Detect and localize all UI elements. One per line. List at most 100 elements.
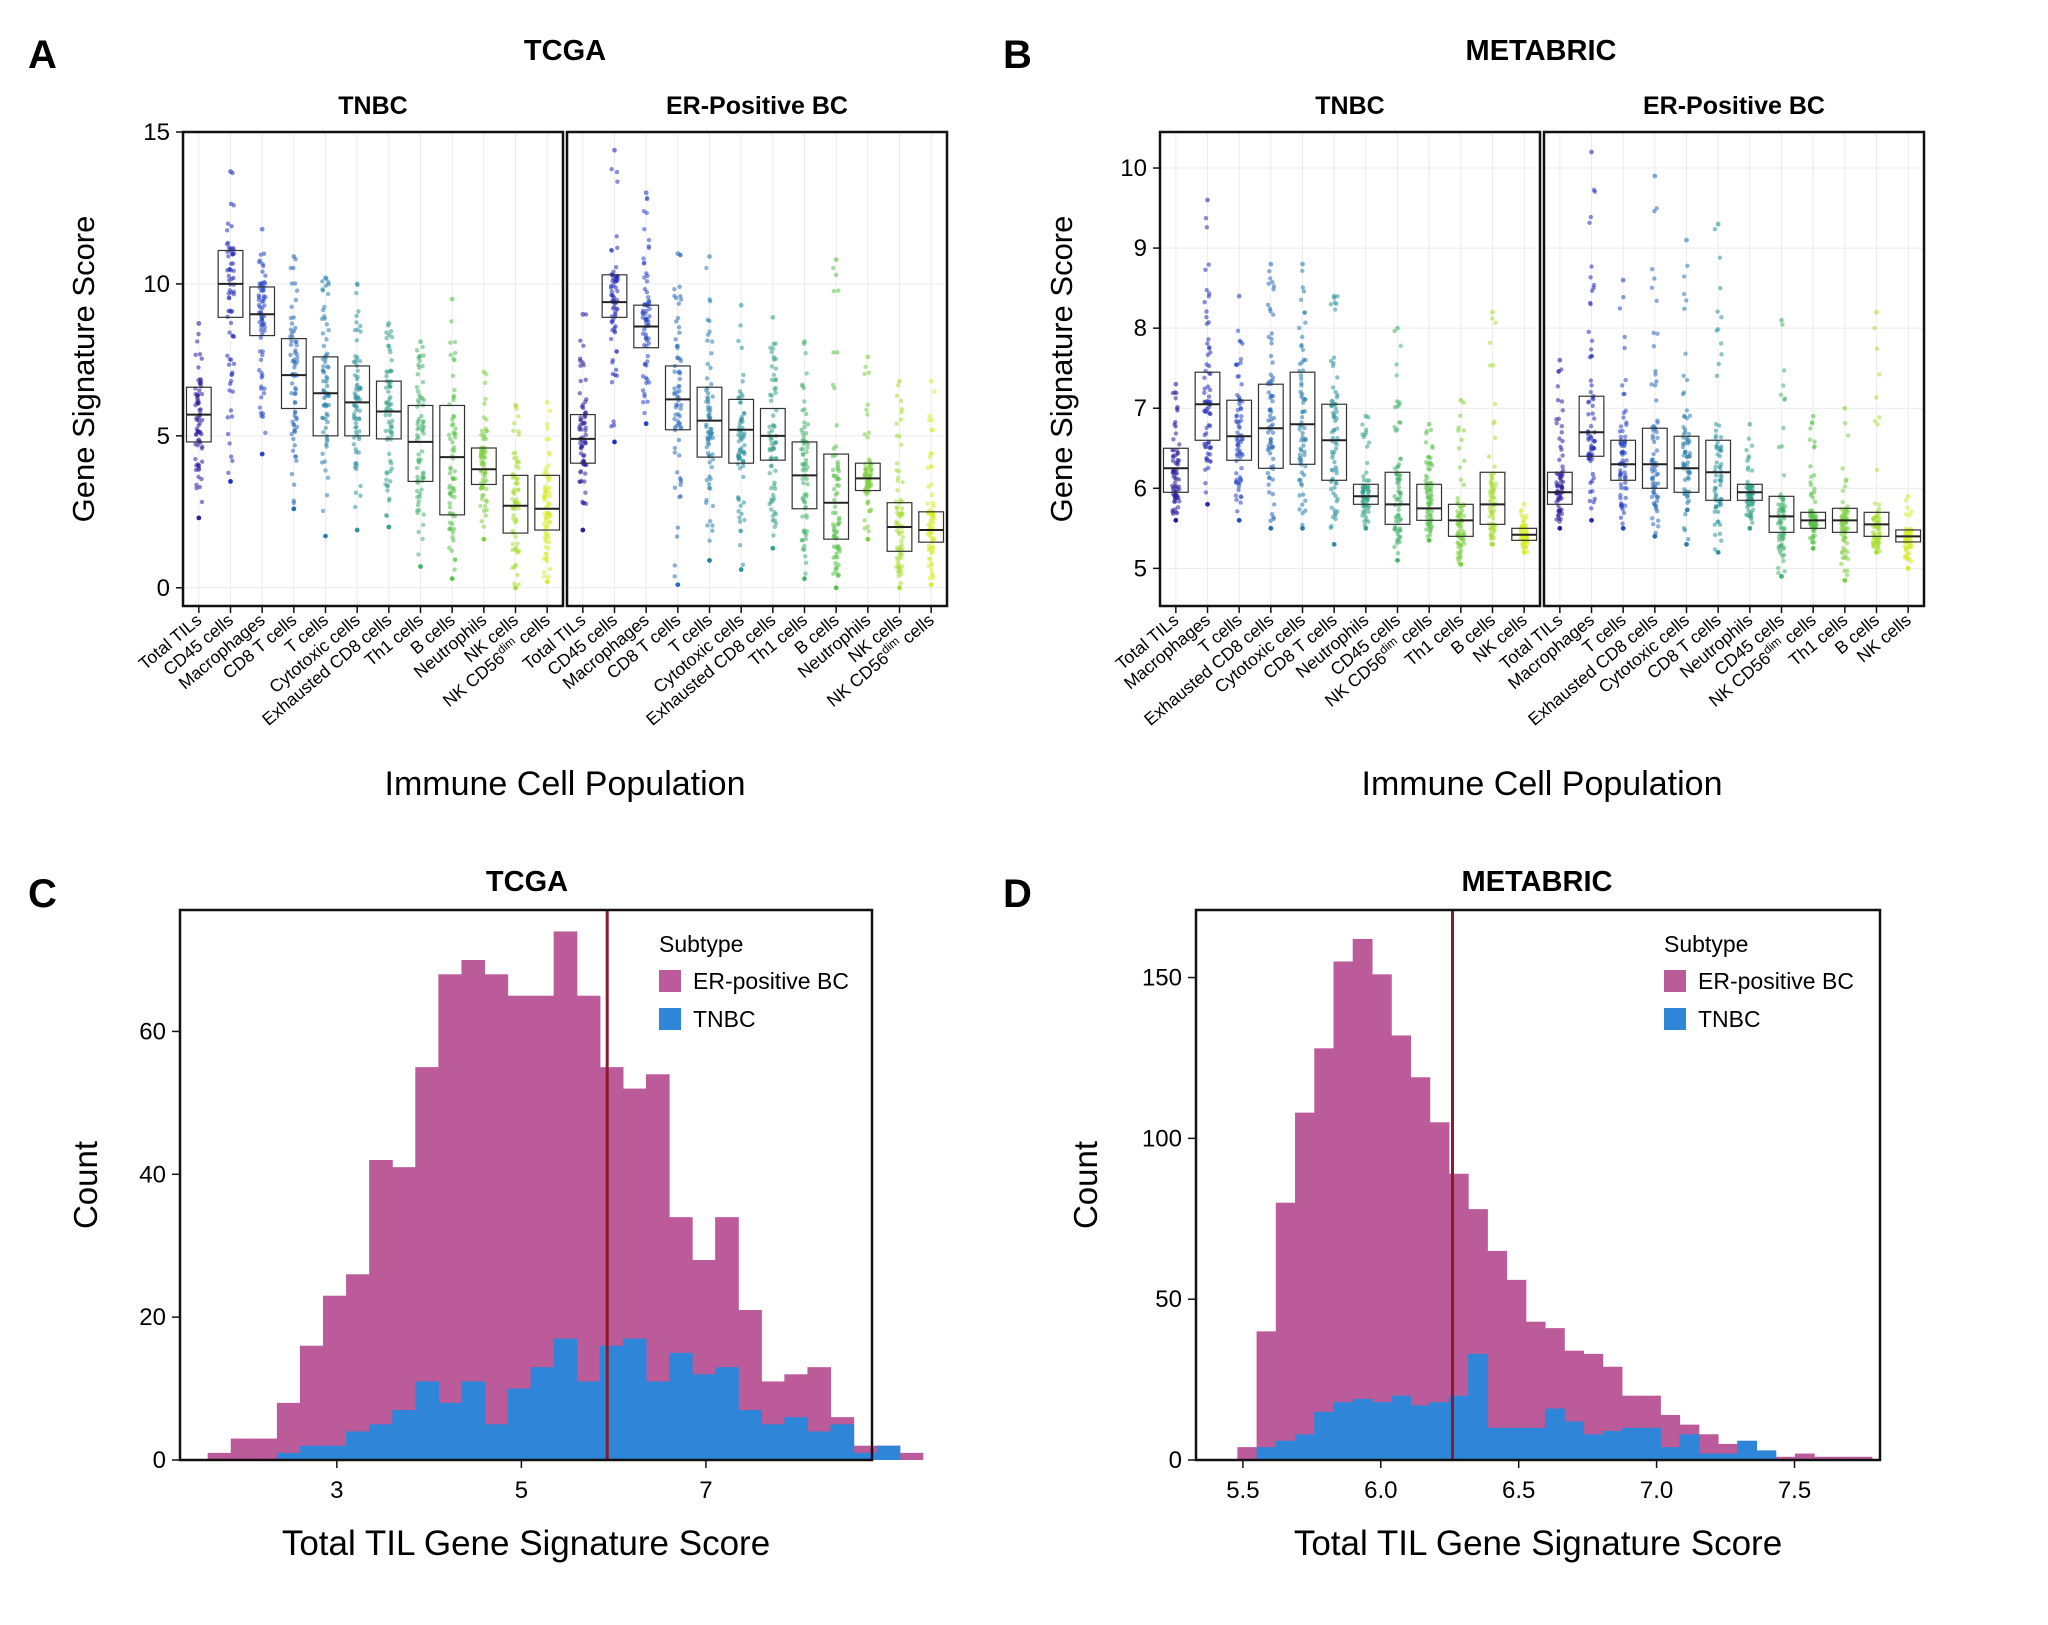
data-point	[645, 399, 650, 404]
data-point	[609, 380, 615, 385]
data-point	[803, 533, 809, 538]
data-point	[1808, 426, 1813, 431]
histogram-bar	[1756, 1450, 1777, 1460]
data-point	[1717, 255, 1723, 260]
facet-frame	[181, 130, 565, 608]
histogram-bar	[507, 1388, 532, 1460]
data-point	[615, 288, 620, 294]
data-point	[925, 465, 931, 470]
data-point	[738, 400, 744, 405]
data-point	[1332, 485, 1337, 490]
data-point	[832, 504, 838, 509]
y-tick-label: 0	[157, 575, 170, 602]
data-point	[543, 466, 548, 472]
data-point	[414, 348, 420, 353]
data-point	[641, 256, 646, 261]
y-tick-label: 6	[1134, 475, 1147, 502]
facet-frame	[1542, 130, 1926, 608]
data-point	[354, 404, 360, 410]
histogram-bar	[599, 1345, 624, 1460]
data-point	[320, 287, 325, 292]
data-point	[704, 376, 710, 381]
data-point	[1684, 377, 1690, 383]
data-point	[353, 490, 359, 495]
data-point	[384, 335, 389, 341]
data-point	[547, 494, 552, 499]
data-point	[1560, 479, 1566, 485]
data-point	[643, 319, 649, 325]
data-point	[894, 421, 899, 426]
data-point-min	[1300, 525, 1305, 531]
data-point	[416, 529, 421, 535]
data-point	[388, 329, 394, 334]
data-point	[415, 372, 420, 377]
data-point	[1588, 434, 1593, 439]
data-point	[511, 428, 516, 433]
data-point	[800, 546, 806, 552]
data-point	[769, 364, 775, 369]
data-point	[1654, 498, 1660, 504]
data-point	[325, 364, 330, 369]
data-point	[672, 485, 678, 490]
data-point	[1428, 526, 1434, 531]
data-point	[769, 463, 774, 469]
data-point	[1299, 383, 1304, 388]
data-point	[200, 417, 205, 423]
data-point	[1458, 477, 1464, 482]
data-point	[1809, 491, 1814, 496]
data-point	[1172, 480, 1178, 485]
data-point	[741, 410, 747, 416]
x-axis-label: Total TIL Gene Signature Score	[282, 1524, 770, 1563]
x-tick-label: 7	[699, 1477, 712, 1504]
data-point	[803, 536, 808, 542]
data-point	[773, 521, 779, 526]
data-point	[672, 563, 678, 568]
data-point	[511, 513, 516, 518]
data-point	[1812, 486, 1817, 492]
data-point	[1204, 441, 1209, 446]
data-point	[415, 432, 420, 438]
data-point	[1621, 410, 1627, 416]
data-point	[516, 548, 522, 554]
data-point	[672, 445, 678, 451]
data-point	[1303, 508, 1308, 513]
data-point	[705, 404, 711, 410]
data-point	[325, 475, 331, 480]
data-point	[1681, 432, 1686, 437]
data-point	[1328, 302, 1334, 307]
data-point	[768, 345, 773, 350]
data-point	[677, 330, 682, 335]
data-point	[386, 451, 392, 457]
data-point	[353, 425, 358, 430]
histogram-bar	[438, 974, 463, 1460]
data-point	[1175, 493, 1180, 499]
data-point	[830, 467, 836, 473]
data-point	[389, 358, 394, 363]
data-point	[580, 421, 586, 426]
data-point	[706, 430, 711, 435]
data-point	[676, 325, 682, 330]
data-point	[1271, 456, 1276, 462]
data-point	[260, 261, 265, 267]
data-point	[831, 473, 837, 478]
data-point	[226, 273, 232, 279]
data-point	[227, 441, 232, 446]
data-point	[894, 519, 899, 524]
data-point	[1652, 209, 1657, 214]
data-point	[231, 289, 237, 294]
data-point-min	[643, 421, 649, 427]
data-point	[1750, 484, 1755, 489]
data-point	[1719, 314, 1724, 320]
data-point	[1782, 569, 1787, 574]
data-point	[771, 496, 777, 501]
data-point	[741, 500, 747, 505]
data-point	[771, 533, 776, 538]
box-iqr	[1673, 435, 1700, 493]
data-point	[1681, 373, 1686, 378]
data-point	[1652, 464, 1657, 469]
histogram-bar	[369, 1160, 393, 1460]
data-point	[1268, 353, 1274, 359]
data-point	[1840, 499, 1845, 505]
data-point	[481, 492, 486, 498]
data-point	[675, 470, 680, 475]
